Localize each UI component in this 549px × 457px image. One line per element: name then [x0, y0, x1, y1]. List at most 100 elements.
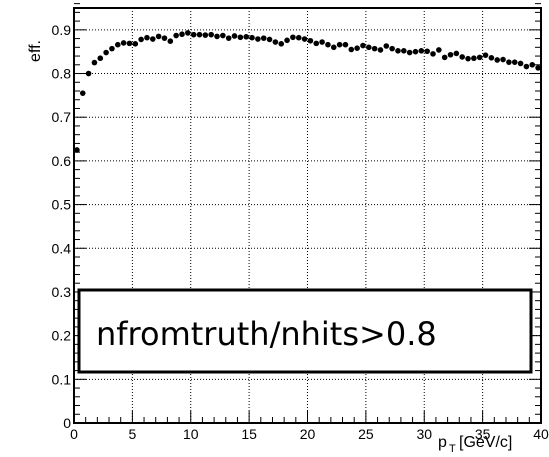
data-point [488, 55, 495, 61]
data-point [237, 34, 244, 41]
y-tick-label: 0 [63, 415, 71, 431]
x-axis-label-subscript: T [449, 443, 456, 455]
y-tick-label: 0.5 [52, 197, 72, 213]
data-point [144, 34, 150, 41]
data-point [313, 40, 320, 47]
data-points [74, 30, 541, 153]
data-point [354, 45, 360, 51]
data-point [453, 50, 460, 57]
data-point [260, 35, 267, 41]
data-point [155, 33, 162, 40]
data-point [447, 51, 454, 58]
annotation-text: nfromtruth/nhits>0.8 [96, 315, 437, 353]
y-tick-label: 0.1 [52, 371, 72, 387]
data-point [482, 52, 489, 58]
x-tick-label: 0 [70, 426, 78, 442]
y-tick-label: 0.8 [52, 66, 72, 82]
data-point [114, 41, 121, 48]
data-point [360, 42, 366, 49]
data-point [535, 65, 541, 71]
data-point [319, 39, 325, 45]
x-tick-label: 30 [416, 426, 432, 442]
data-point [295, 34, 302, 41]
data-point [167, 38, 174, 44]
data-point [383, 43, 390, 49]
data-point [190, 31, 197, 38]
x-tick-label: 25 [358, 426, 374, 442]
data-point [161, 35, 168, 41]
data-point [225, 35, 232, 41]
data-point [465, 55, 471, 62]
data-point [389, 45, 395, 52]
y-tick-label: 0.6 [52, 153, 72, 169]
data-point [459, 54, 465, 60]
data-point [436, 47, 442, 53]
data-point [529, 61, 536, 68]
data-point [249, 34, 255, 41]
data-point [126, 40, 133, 47]
data-point [511, 59, 518, 65]
x-axis-label: p T [GeV/c] [438, 434, 512, 455]
data-point [214, 33, 220, 40]
annotation-box: nfromtruth/nhits>0.8 [77, 288, 533, 374]
data-point [471, 55, 477, 62]
x-tick-label: 35 [475, 426, 491, 442]
data-point [103, 49, 109, 56]
x-tick-label: 20 [300, 426, 316, 442]
data-point [138, 36, 144, 43]
data-point [120, 40, 127, 46]
data-point [494, 57, 501, 63]
data-point [97, 55, 104, 62]
data-point [500, 56, 506, 63]
x-tick-label: 15 [241, 426, 257, 442]
tick-labels: 0 5 10 15 20 25 30 35 40 0 0.1 0.2 0.3 0.4 0.5 0.6 0.7 0.… [52, 22, 549, 442]
x-tick-label: 5 [128, 426, 136, 442]
data-point [220, 32, 226, 39]
y-tick-label: 0.4 [52, 240, 72, 256]
data-point [441, 54, 448, 61]
data-point [74, 147, 80, 153]
data-point [231, 33, 238, 39]
data-point [85, 70, 92, 77]
data-point [243, 34, 250, 40]
data-point [418, 48, 425, 54]
data-point [266, 36, 273, 43]
data-point [196, 31, 203, 38]
data-point [330, 44, 337, 51]
data-point [371, 45, 378, 52]
annotation-frame [77, 288, 533, 374]
data-point [395, 48, 401, 54]
data-point [476, 54, 483, 61]
y-axis-label: eff. [27, 40, 44, 62]
data-point [208, 31, 214, 38]
y-tick-label: 0.2 [52, 328, 72, 344]
data-point [202, 32, 209, 38]
data-point [406, 49, 413, 56]
data-point [342, 41, 349, 48]
data-point [290, 34, 296, 41]
x-axis-label-main: p [438, 434, 447, 451]
data-point [517, 60, 524, 67]
data-point [173, 32, 179, 39]
data-point [150, 36, 156, 42]
data-point [109, 45, 115, 52]
data-point [348, 46, 355, 53]
data-point [91, 59, 98, 66]
data-point [336, 41, 343, 48]
data-point [278, 41, 285, 47]
data-point [325, 41, 331, 48]
y-tick-label: 0.3 [52, 284, 72, 300]
y-tick-label: 0.9 [52, 22, 72, 38]
data-point [272, 39, 279, 45]
grid-lines [74, 8, 541, 423]
data-point [307, 37, 314, 44]
data-point [301, 36, 308, 42]
data-point [412, 48, 419, 55]
data-point [365, 44, 372, 51]
data-point [377, 47, 384, 53]
data-point [401, 48, 407, 54]
data-point [179, 31, 185, 38]
data-point [255, 36, 261, 42]
y-tick-label: 0.7 [52, 109, 72, 125]
